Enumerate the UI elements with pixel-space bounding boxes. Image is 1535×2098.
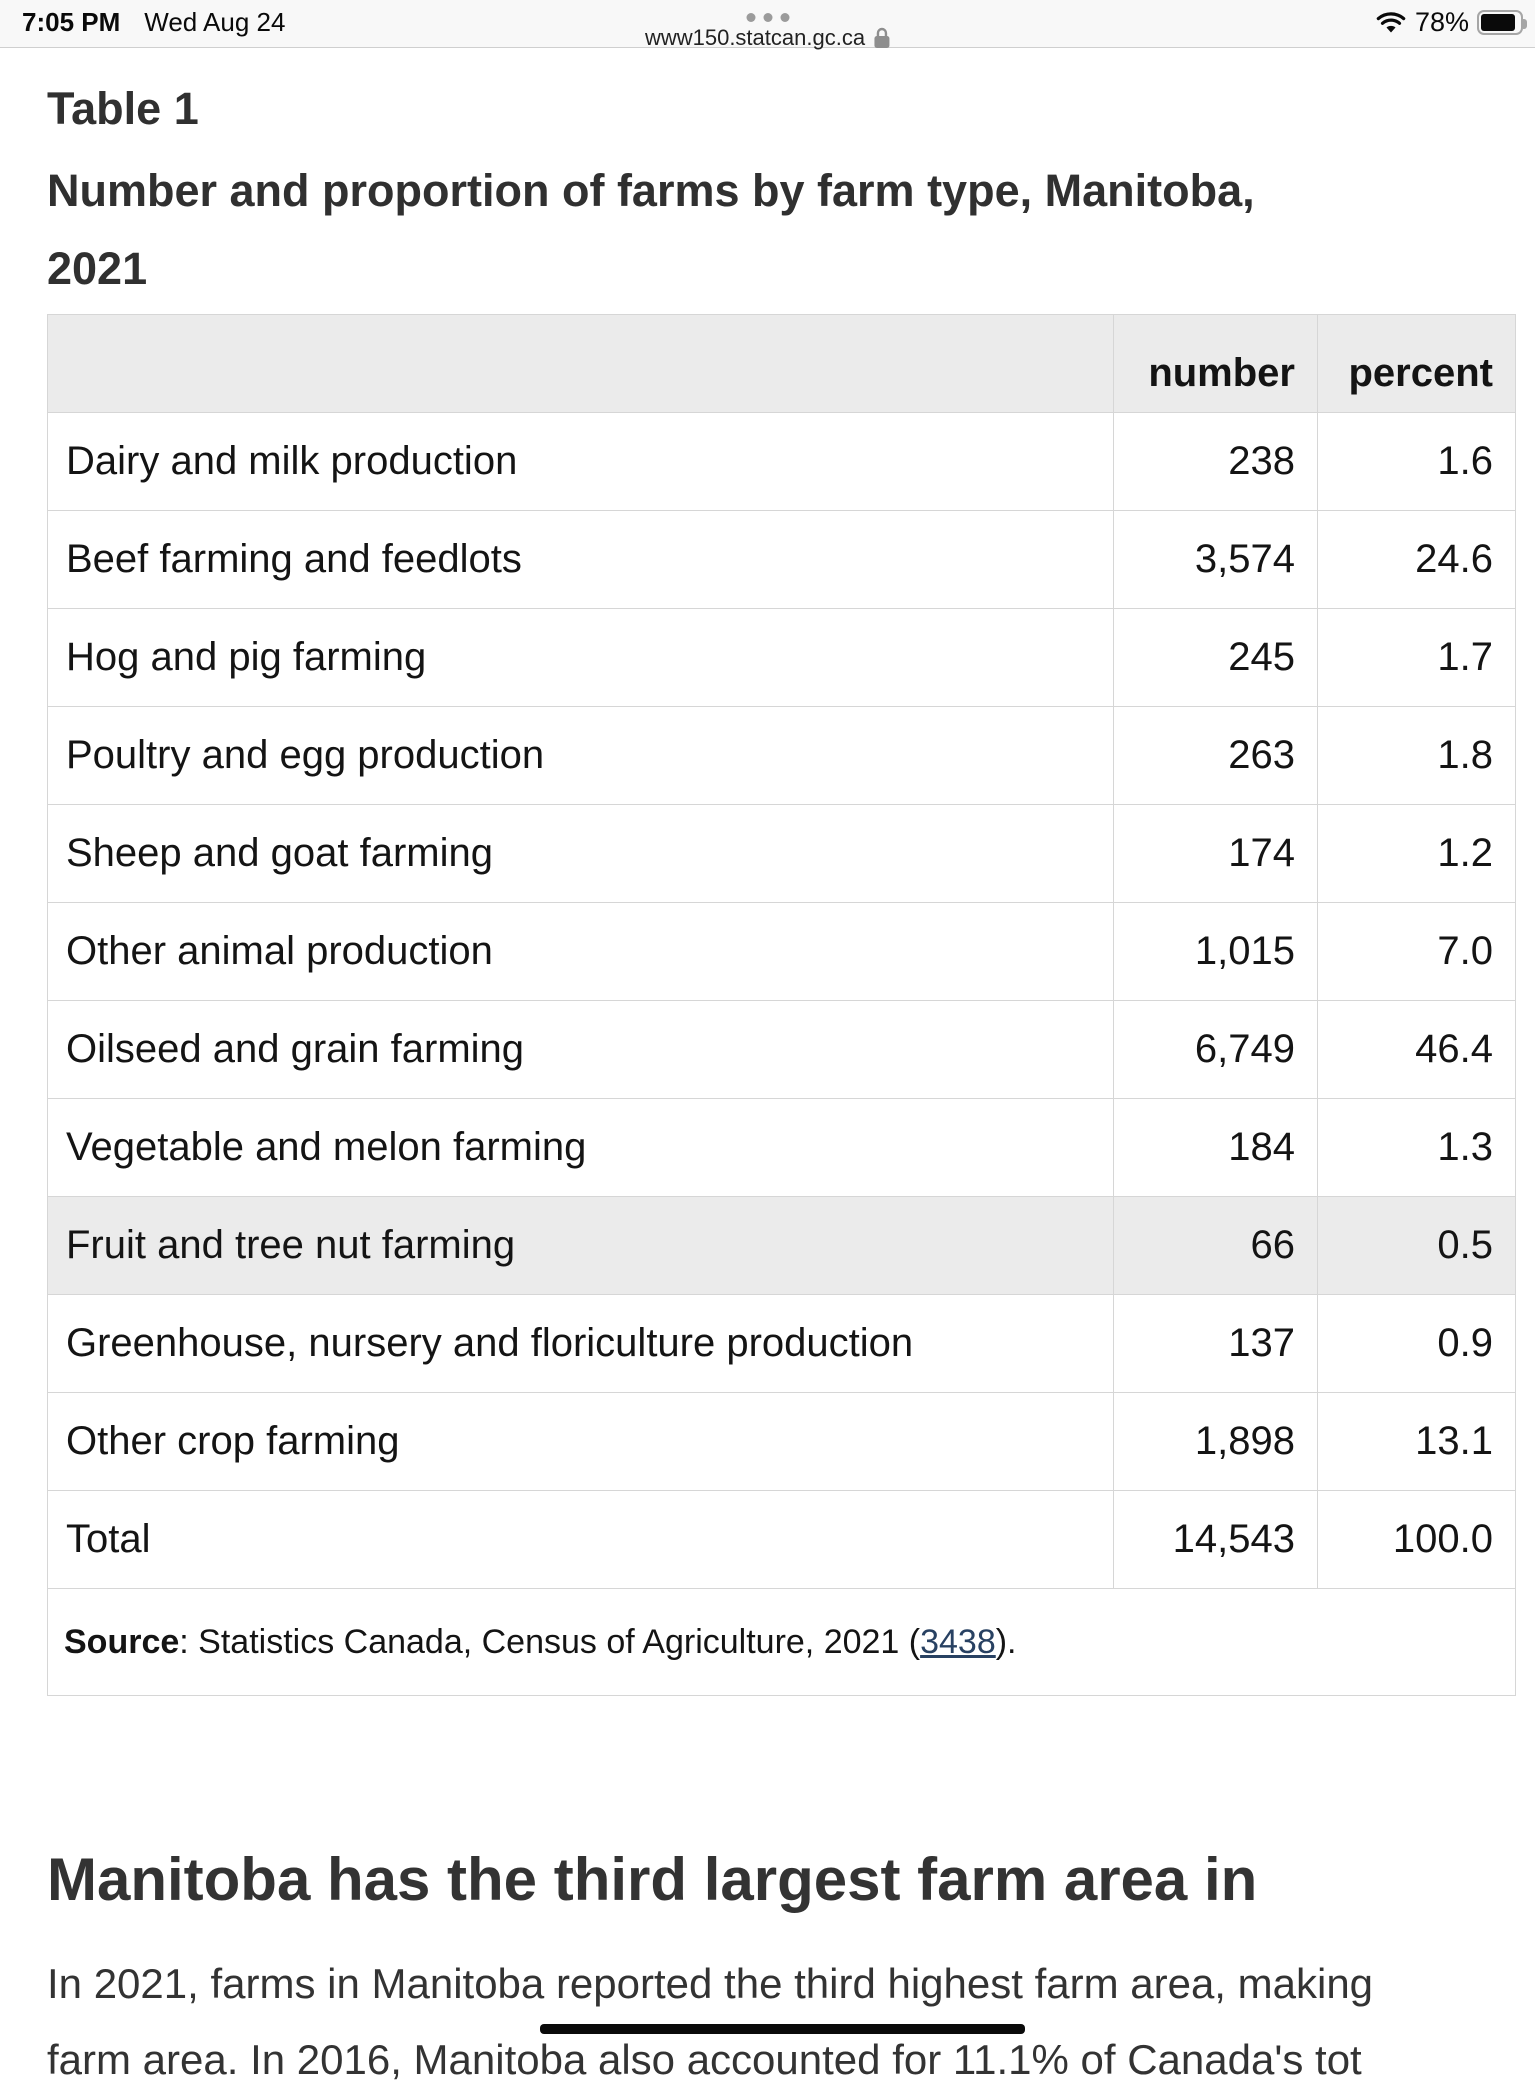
source-note: Source: Statistics Canada, Census of Agr… [47, 1588, 1516, 1696]
row-number-cell: 14,543 [1113, 1490, 1318, 1589]
row-percent-cell: 1.2 [1317, 804, 1516, 903]
table-title: Number and proportion of farms by farm t… [47, 152, 1535, 308]
row-label-cell: Hog and pig farming [47, 608, 1114, 707]
row-number-cell: 3,574 [1113, 510, 1318, 609]
table-row: Poultry and egg production 263 1.8 [47, 706, 1516, 805]
status-left-group: 7:05 PM Wed Aug 24 [22, 7, 285, 38]
row-percent-cell: 1.3 [1317, 1098, 1516, 1197]
row-percent-cell: 100.0 [1317, 1490, 1516, 1589]
table-row: Oilseed and grain farming 6,749 46.4 [47, 1000, 1516, 1099]
table-row: Beef farming and feedlots 3,574 24.6 [47, 510, 1516, 609]
row-percent-cell: 46.4 [1317, 1000, 1516, 1099]
row-percent-cell: 13.1 [1317, 1392, 1516, 1491]
address-bar[interactable]: www150.statcan.gc.ca [645, 25, 890, 51]
row-number-cell: 1,898 [1113, 1392, 1318, 1491]
wifi-icon [1376, 11, 1406, 32]
table-title-line: Number and proportion of farms by farm t… [47, 165, 1255, 216]
row-label-cell: Other crop farming [47, 1392, 1114, 1491]
row-label-cell: Oilseed and grain farming [47, 1000, 1114, 1099]
table-row-highlighted: Fruit and tree nut farming 66 0.5 [47, 1196, 1516, 1295]
row-label-cell: Greenhouse, nursery and floriculture pro… [47, 1294, 1114, 1393]
row-label-cell: Other animal production [47, 902, 1114, 1001]
page-options-icon[interactable] [746, 13, 789, 22]
section-heading: Manitoba has the third largest farm area… [47, 1846, 1258, 1913]
table-row: Other animal production 1,015 7.0 [47, 902, 1516, 1001]
dot-icon [780, 13, 789, 22]
row-percent-cell: 1.8 [1317, 706, 1516, 805]
row-number-cell: 238 [1113, 412, 1318, 511]
row-label-cell: Total [47, 1490, 1114, 1589]
table-row: Dairy and milk production 238 1.6 [47, 412, 1516, 511]
farms-by-type-table: number percent Dairy and milk production… [47, 314, 1516, 1696]
lock-icon [874, 27, 890, 48]
table-row: Other crop farming 1,898 13.1 [47, 1392, 1516, 1491]
table-total-row: Total 14,543 100.0 [47, 1490, 1516, 1589]
body-paragraph: In 2021, farms in Manitoba reported the … [47, 1946, 1535, 2098]
table-caption: Table 1 [47, 83, 199, 134]
battery-nub [1523, 19, 1527, 29]
table-row: Sheep and goat farming 174 1.2 [47, 804, 1516, 903]
date-label: Wed Aug 24 [144, 7, 286, 37]
row-number-cell: 245 [1113, 608, 1318, 707]
web-page-content: Table 1 Number and proportion of farms b… [0, 48, 1535, 2098]
row-percent-cell: 0.9 [1317, 1294, 1516, 1393]
row-number-cell: 66 [1113, 1196, 1318, 1295]
row-number-cell: 184 [1113, 1098, 1318, 1197]
table-row: Vegetable and melon farming 184 1.3 [47, 1098, 1516, 1197]
battery-icon [1477, 10, 1527, 35]
source-text-end: ). [995, 1622, 1017, 1661]
status-bar: 7:05 PM Wed Aug 24 www150.statcan.gc.ca … [0, 0, 1535, 51]
status-right-group: 78% [1375, 7, 1527, 38]
clock-label: 7:05 PM [22, 7, 121, 37]
source-label: Source [64, 1622, 180, 1661]
row-percent-cell: 7.0 [1317, 902, 1516, 1001]
row-label-cell: Sheep and goat farming [47, 804, 1114, 903]
redaction-bar [540, 2024, 1025, 2034]
row-number-cell: 1,015 [1113, 902, 1318, 1001]
row-label-cell: Vegetable and melon farming [47, 1098, 1114, 1197]
empty-header-cell [47, 314, 1114, 413]
table-row: Hog and pig farming 245 1.7 [47, 608, 1516, 707]
dot-icon [746, 13, 755, 22]
table-header-row: number percent [47, 314, 1516, 413]
row-number-cell: 6,749 [1113, 1000, 1318, 1099]
row-percent-cell: 24.6 [1317, 510, 1516, 609]
row-label-cell: Dairy and milk production [47, 412, 1114, 511]
row-number-cell: 263 [1113, 706, 1318, 805]
row-label-cell: Fruit and tree nut farming [47, 1196, 1114, 1295]
url-label: www150.statcan.gc.ca [644, 25, 866, 50]
source-text: : Statistics Canada, Census of Agricultu… [179, 1622, 921, 1661]
battery-percent-label: 78% [1414, 7, 1469, 37]
source-link[interactable]: 3438 [920, 1622, 996, 1661]
row-number-cell: 174 [1113, 804, 1318, 903]
percent-column-header: percent [1317, 314, 1516, 413]
row-label-cell: Beef farming and feedlots [47, 510, 1114, 609]
row-label-cell: Poultry and egg production [47, 706, 1114, 805]
row-percent-cell: 0.5 [1317, 1196, 1516, 1295]
row-percent-cell: 1.7 [1317, 608, 1516, 707]
row-percent-cell: 1.6 [1317, 412, 1516, 511]
table-source-row: Source: Statistics Canada, Census of Agr… [47, 1588, 1516, 1696]
table-row: Greenhouse, nursery and floriculture pro… [47, 1294, 1516, 1393]
table-title-line: 2021 [47, 243, 148, 294]
row-number-cell: 137 [1113, 1294, 1318, 1393]
battery-fill [1481, 14, 1515, 31]
dot-icon [763, 13, 772, 22]
paragraph-line: In 2021, farms in Manitoba reported the … [47, 1960, 1374, 2007]
number-column-header: number [1113, 314, 1318, 413]
